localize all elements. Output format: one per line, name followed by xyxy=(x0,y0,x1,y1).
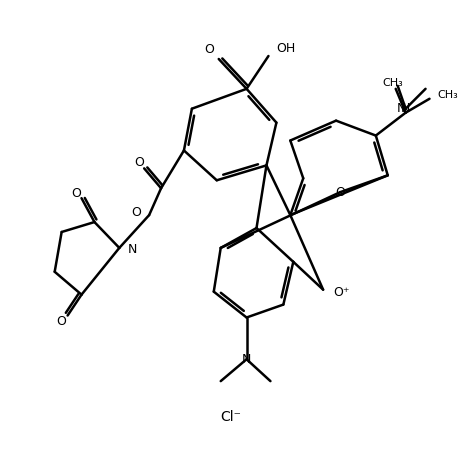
Text: O: O xyxy=(335,186,345,199)
Text: Cl⁻: Cl⁻ xyxy=(220,410,241,424)
Text: O: O xyxy=(57,315,67,328)
Text: O⁺: O⁺ xyxy=(333,286,350,299)
Text: CH₃: CH₃ xyxy=(438,90,458,100)
Text: OH: OH xyxy=(276,42,296,55)
Text: N: N xyxy=(127,243,137,256)
Text: O: O xyxy=(131,206,141,219)
Text: CH₃: CH₃ xyxy=(383,78,403,88)
Text: N: N xyxy=(397,102,407,115)
Text: N: N xyxy=(242,353,251,366)
Text: O: O xyxy=(134,156,144,169)
Text: O: O xyxy=(72,187,81,200)
Text: O: O xyxy=(204,43,214,55)
Text: N: N xyxy=(401,102,410,115)
